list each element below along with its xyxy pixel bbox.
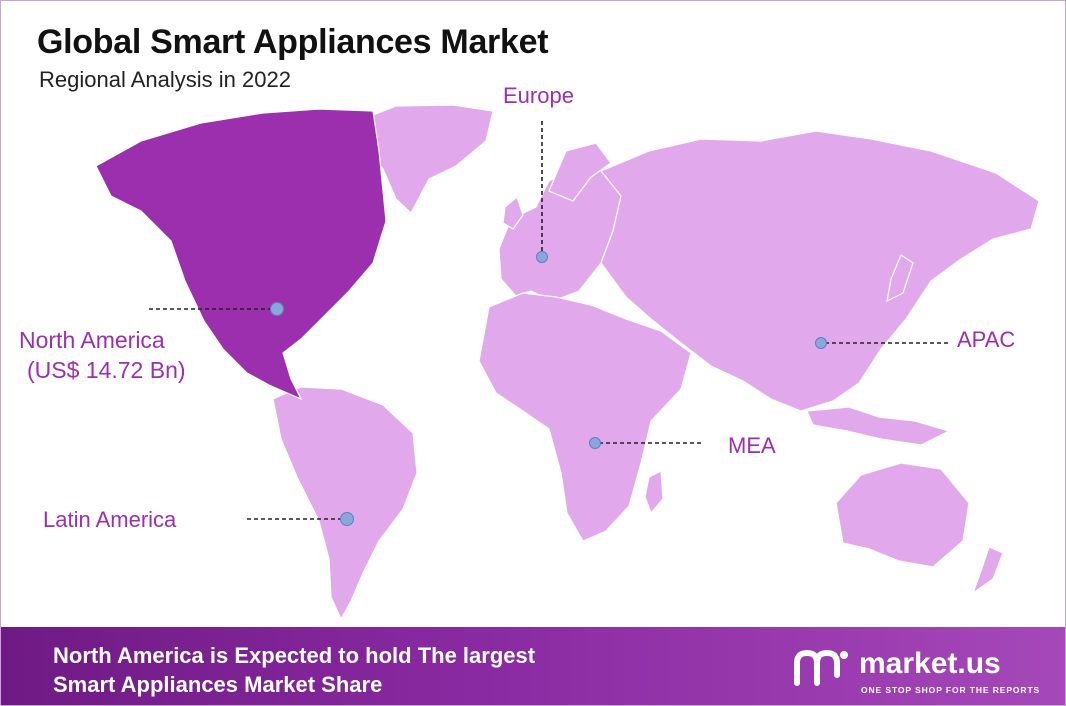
region-label-mea: MEA xyxy=(728,433,776,458)
page-subtitle: Regional Analysis in 2022 xyxy=(39,67,291,92)
page-title: Global Smart Appliances Market xyxy=(37,23,549,61)
europe-marker xyxy=(536,251,548,263)
region-label-latin-america: Latin America xyxy=(43,507,177,532)
market-us-logo-icon xyxy=(794,650,848,686)
footer-banner: North America is Expected to hold The la… xyxy=(1,627,1065,705)
brand-tagline: ONE STOP SHOP FOR THE REPORTS xyxy=(861,685,1041,695)
latin-america-marker xyxy=(340,512,354,526)
footer-line-2: Smart Appliances Market Share xyxy=(53,672,383,697)
region-label-north-america: North America xyxy=(19,327,165,353)
footer-line-1: North America is Expected to hold The la… xyxy=(53,643,536,668)
indonesia-shape xyxy=(806,406,951,446)
mea-marker xyxy=(589,437,601,449)
north-america-marker xyxy=(270,302,284,316)
australia-shape xyxy=(835,462,970,568)
region-label-europe: Europe xyxy=(503,83,574,108)
north-america-shape xyxy=(95,108,387,401)
madagascar-shape xyxy=(644,470,664,515)
world-map xyxy=(95,104,1040,621)
brand-name: market.us xyxy=(859,647,1001,680)
footer-text: North America is Expected to hold The la… xyxy=(53,641,535,699)
region-value-north-america: (US$ 14.72 Bn) xyxy=(27,357,186,383)
region-label-apac: APAC xyxy=(957,327,1016,352)
new-zealand-shape xyxy=(971,546,1004,595)
asia-shape xyxy=(600,130,1040,412)
south-america-shape xyxy=(272,386,418,621)
scandinavia-shape xyxy=(548,142,612,202)
africa-shape xyxy=(478,292,692,542)
japan-shape xyxy=(886,254,914,303)
uk-shape xyxy=(502,195,524,230)
apac-marker xyxy=(815,337,827,349)
